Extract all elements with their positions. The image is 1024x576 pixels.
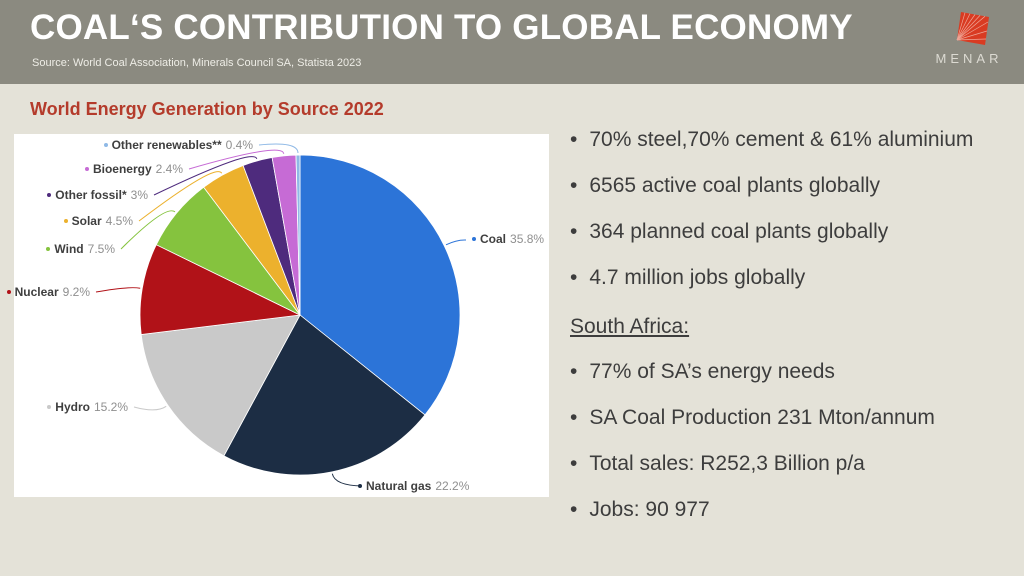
south-africa-heading: South Africa:: [570, 315, 690, 338]
pie-callout-nuclear: Nuclear 9.2%: [6, 285, 90, 299]
pie-slice-natural-gas: [223, 314, 426, 476]
pie-callout-natural-gas: Natural gas 22.2%: [358, 479, 469, 493]
pie-leader-line: [95, 287, 141, 293]
legend-dot-icon: [47, 405, 52, 409]
pie-callout-other-renewables: Other renewables** 0.4%: [103, 138, 253, 152]
fact-item: 4.7 million jobs globally: [570, 267, 1020, 289]
fact-item: Total sales: R252,3 Billion p/a: [570, 453, 1020, 475]
legend-dot-icon: [103, 143, 108, 147]
legend-dot-icon: [6, 290, 11, 294]
sa-facts-list: 77% of SA’s energy needs SA Coal Product…: [570, 361, 1020, 521]
pie-callout-other-fossil: Other fossil* 3%: [47, 188, 148, 202]
pie-leader-line: [138, 171, 223, 222]
fact-item: 364 planned coal plants globally: [570, 221, 1020, 243]
pie-slice-hydro: [140, 314, 301, 457]
pie-callout-bioenergy: Bioenergy 2.4%: [84, 162, 183, 176]
fact-item: 77% of SA’s energy needs: [570, 361, 1020, 383]
legend-dot-icon: [84, 167, 89, 171]
slide-title: COAL‘S CONTRIBUTION TO GLOBAL ECONOMY: [30, 8, 853, 47]
pie-leader-line: [133, 405, 167, 411]
pie-callout-wind: Wind 7.5%: [46, 242, 115, 256]
pie-callout-coal: Coal 35.8%: [472, 232, 544, 246]
pie-leader-line: [153, 156, 258, 196]
pie-leader-line: [258, 143, 299, 154]
pie-callout-solar: Solar 4.5%: [63, 214, 133, 228]
header-bar: COAL‘S CONTRIBUTION TO GLOBAL ECONOMY So…: [0, 0, 1024, 84]
pie-chart: [95, 143, 467, 487]
global-facts-list: 70% steel,70% cement & 61% aluminium 656…: [570, 129, 1020, 289]
pie-leader-line: [445, 239, 467, 246]
pie-leader-line: [188, 149, 285, 170]
menar-logo-text: MENAR: [935, 51, 1003, 66]
pie-slice-other-renewables: [295, 154, 301, 316]
chart-title: World Energy Generation by Source 2022: [30, 99, 384, 119]
legend-dot-icon: [63, 219, 68, 223]
menar-logo: MENAR: [934, 8, 1004, 66]
pie-leader-line: [120, 210, 176, 250]
fact-item: 70% steel,70% cement & 61% aluminium: [570, 129, 1020, 151]
fact-item: Jobs: 90 977: [570, 499, 1020, 521]
legend-dot-icon: [472, 237, 476, 241]
fact-item: SA Coal Production 231 Mton/annum: [570, 407, 1020, 429]
legend-dot-icon: [47, 193, 52, 197]
chart-panel: Coal 35.8% Natural gas 22.2% Hydro 15.2% Nu…: [6, 134, 549, 497]
legend-dot-icon: [358, 484, 362, 488]
legend-dot-icon: [46, 247, 51, 251]
source-note: Source: World Coal Association, Minerals…: [32, 57, 362, 69]
facts-panel: 70% steel,70% cement & 61% aluminium 656…: [570, 129, 1020, 545]
pie-leader-line: [331, 473, 363, 487]
pie-slice-nuclear: [139, 244, 302, 335]
pie-callout-hydro: Hydro 15.2%: [47, 400, 128, 414]
pie-slice-coal: [299, 154, 461, 416]
menar-logo-icon: [956, 12, 989, 45]
fact-item: 6565 active coal plants globally: [570, 175, 1020, 197]
